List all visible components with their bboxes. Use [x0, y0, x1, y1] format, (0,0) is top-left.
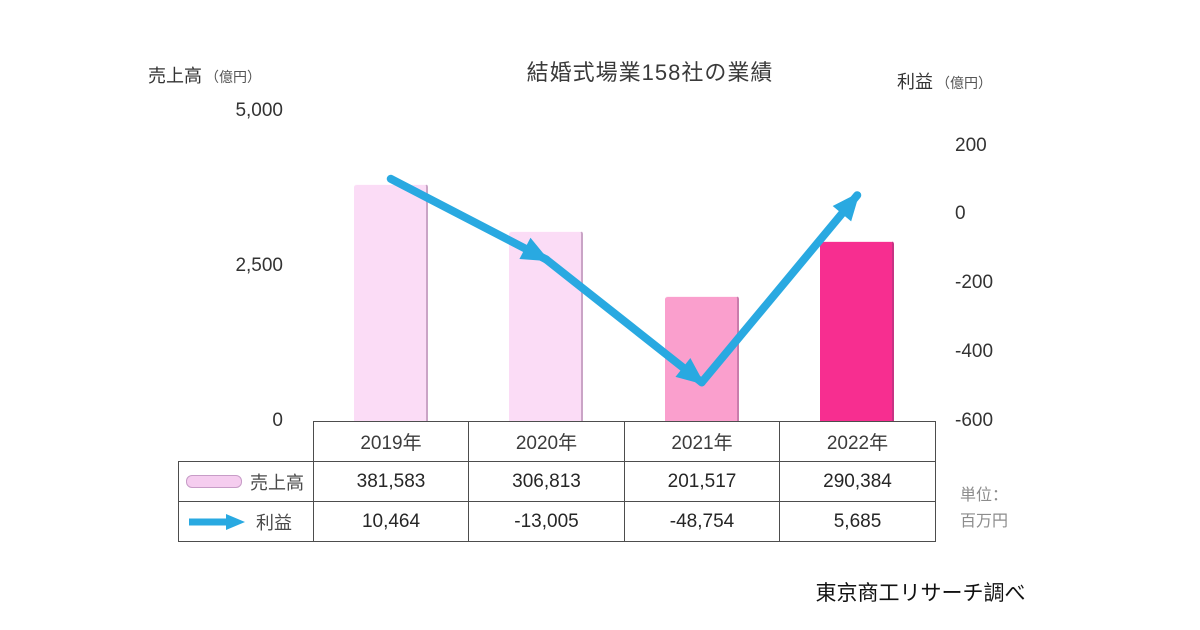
profit-arrow-swatch-icon: [189, 513, 245, 530]
unit-note-line1: 単位：: [960, 487, 1009, 504]
profit-value-2019: 10,464: [313, 501, 469, 542]
sales-value-2022: 290,384: [779, 461, 936, 502]
legend-sales: 売上高: [178, 461, 314, 502]
profit-line-segment-2021年-2022年: [697, 191, 862, 387]
bar-2021年: [664, 296, 739, 421]
data-table: 2019年 2020年 2021年 2022年 売上高 381,583 306,…: [178, 421, 936, 542]
source-note: 東京商工リサーチ調べ: [815, 582, 1026, 605]
profit-line-segment-2019年-2020年: [386, 174, 551, 264]
table-header-2021: 2021年: [624, 421, 780, 462]
table-row-profit: 利益 10,464 -13,005 -48,754 5,685: [178, 501, 936, 542]
left-axis-unit: （億円）: [205, 69, 261, 85]
profit-value-2021: -48,754: [624, 501, 780, 542]
table-header-row: 2019年 2020年 2021年 2022年: [179, 421, 936, 462]
sales-value-2019: 381,583: [313, 461, 469, 502]
sales-value-2021: 201,517: [624, 461, 780, 502]
right-axis-tick-0: 0: [955, 203, 966, 224]
table-header-2019: 2019年: [313, 421, 469, 462]
left-axis-tick-2500: 2,500: [235, 255, 283, 276]
bar-2020年: [509, 230, 584, 421]
right-axis-title: 利益 （億円）: [897, 68, 992, 94]
unit-note: 単位： 百万円: [960, 483, 1008, 535]
right-axis-tick--200: -200: [955, 272, 994, 293]
table-header-2020: 2020年: [468, 421, 625, 462]
sales-bar-swatch-icon: [186, 475, 242, 488]
left-axis-tick-0: 0: [272, 410, 283, 431]
bar-2022年: [820, 240, 895, 421]
legend-sales-label: 売上高: [250, 472, 304, 493]
left-axis-title-text: 売上高: [148, 66, 202, 86]
sales-value-2020: 306,813: [468, 461, 625, 502]
legend-profit: 利益: [178, 501, 314, 542]
left-axis-title: 売上高 （億円）: [148, 62, 261, 88]
legend-profit-label: 利益: [256, 512, 292, 533]
right-axis-tick-200: 200: [955, 135, 987, 156]
right-axis-title-text: 利益: [897, 72, 933, 92]
right-axis-tick--600: -600: [955, 410, 994, 431]
profit-value-2022: 5,685: [779, 501, 936, 542]
table-corner-cell: [179, 422, 314, 462]
table-row-sales: 売上高 381,583 306,813 201,517 290,384: [178, 461, 936, 502]
profit-line-segment-2020年-2021年: [542, 255, 706, 387]
right-axis-unit: （億円）: [936, 75, 992, 91]
left-axis-tick-5000: 5,000: [235, 100, 283, 121]
bar-2019年: [353, 184, 428, 421]
table-header-2022: 2022年: [779, 421, 936, 462]
unit-note-line2: 百万円: [960, 513, 1009, 530]
profit-value-2020: -13,005: [468, 501, 625, 542]
right-axis-tick--400: -400: [955, 341, 994, 362]
chart-title: 結婚式場業158社の業績: [526, 60, 774, 85]
